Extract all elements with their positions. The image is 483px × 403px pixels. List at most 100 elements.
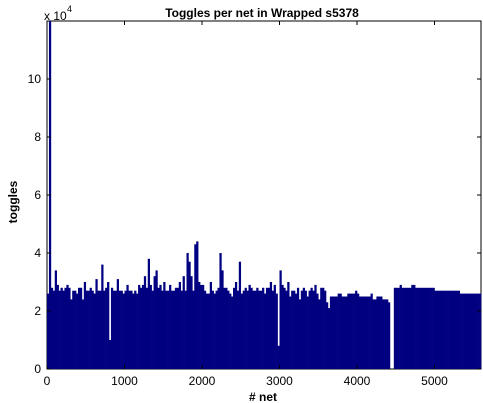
bar xyxy=(397,287,400,369)
bar xyxy=(384,299,387,369)
bar xyxy=(413,284,416,369)
bar xyxy=(326,302,329,369)
bar xyxy=(188,261,191,369)
bar xyxy=(304,290,307,369)
x-axis-ticks: 0 1000 2000 3000 4000 5000 xyxy=(44,21,448,388)
bar xyxy=(176,287,180,369)
bar xyxy=(159,284,162,369)
bar xyxy=(465,293,468,369)
bar xyxy=(163,282,166,369)
bar xyxy=(72,290,75,369)
bar xyxy=(107,282,110,369)
bar xyxy=(140,287,143,369)
bar xyxy=(120,290,123,369)
bar xyxy=(358,296,362,369)
bar xyxy=(343,296,346,369)
bar xyxy=(54,270,57,369)
bar xyxy=(217,287,220,369)
bar xyxy=(293,290,296,369)
bar xyxy=(378,296,381,369)
y-tick-label: 6 xyxy=(34,188,41,202)
bar xyxy=(47,293,50,369)
bar xyxy=(296,287,300,369)
bar xyxy=(126,284,129,369)
bar xyxy=(347,293,350,369)
x-tick-label: 4000 xyxy=(344,374,371,388)
bar xyxy=(285,290,288,369)
y-tick-label: 10 xyxy=(28,72,42,86)
bar xyxy=(399,284,402,369)
bar xyxy=(362,296,366,369)
bar xyxy=(109,340,112,369)
bar xyxy=(180,290,183,369)
bar xyxy=(331,296,335,369)
bar xyxy=(258,290,261,369)
bar xyxy=(74,290,77,369)
bar xyxy=(453,290,457,369)
bar xyxy=(62,290,65,369)
bar xyxy=(213,293,216,369)
bar xyxy=(448,290,451,369)
bar xyxy=(246,290,249,369)
bar-series xyxy=(47,21,482,369)
bar xyxy=(442,290,445,369)
bar xyxy=(60,287,63,369)
bar xyxy=(432,287,435,369)
bar xyxy=(475,293,478,369)
bar xyxy=(467,293,470,369)
bar xyxy=(366,296,369,369)
bar xyxy=(473,293,476,369)
bar xyxy=(440,290,443,369)
y-axis-multiplier-exponent: 4 xyxy=(67,4,72,14)
bar xyxy=(223,287,226,369)
x-tick-label: 1000 xyxy=(111,374,138,388)
bar xyxy=(91,290,94,369)
bar xyxy=(101,264,104,369)
bar xyxy=(81,299,85,369)
bar xyxy=(341,296,344,369)
x-tick-label: 0 xyxy=(44,374,51,388)
bar xyxy=(422,287,426,369)
bar xyxy=(192,290,195,369)
bar xyxy=(306,296,309,369)
bar xyxy=(238,261,242,369)
bar xyxy=(252,290,255,369)
bar xyxy=(97,290,100,369)
bar xyxy=(161,290,164,369)
bar xyxy=(182,276,185,369)
bar xyxy=(64,287,67,369)
bar xyxy=(450,290,453,369)
bar xyxy=(386,299,389,369)
bar xyxy=(194,244,197,369)
bar xyxy=(314,284,317,369)
y-tick-label: 8 xyxy=(34,130,41,144)
bar xyxy=(395,287,398,369)
bar xyxy=(374,299,377,369)
bar xyxy=(329,296,333,369)
bar xyxy=(368,296,371,369)
bar xyxy=(401,287,404,369)
bar xyxy=(165,290,168,369)
bar xyxy=(265,287,269,369)
bar xyxy=(351,293,354,369)
bar xyxy=(264,293,267,369)
bar xyxy=(205,293,209,369)
bar xyxy=(320,287,323,369)
bar xyxy=(236,290,240,369)
bar xyxy=(219,253,222,369)
bar xyxy=(393,287,397,369)
bar xyxy=(186,253,189,369)
bar xyxy=(269,282,273,369)
bar xyxy=(360,296,364,369)
bar xyxy=(70,299,73,369)
bar xyxy=(411,284,414,369)
bar xyxy=(103,290,106,369)
bar xyxy=(415,287,418,369)
bar xyxy=(138,284,141,369)
plot-area xyxy=(46,20,482,370)
bar xyxy=(151,290,154,369)
bar xyxy=(459,293,462,369)
bar xyxy=(78,287,81,369)
y-tick-label: 4 xyxy=(34,246,41,260)
bar xyxy=(337,293,340,369)
